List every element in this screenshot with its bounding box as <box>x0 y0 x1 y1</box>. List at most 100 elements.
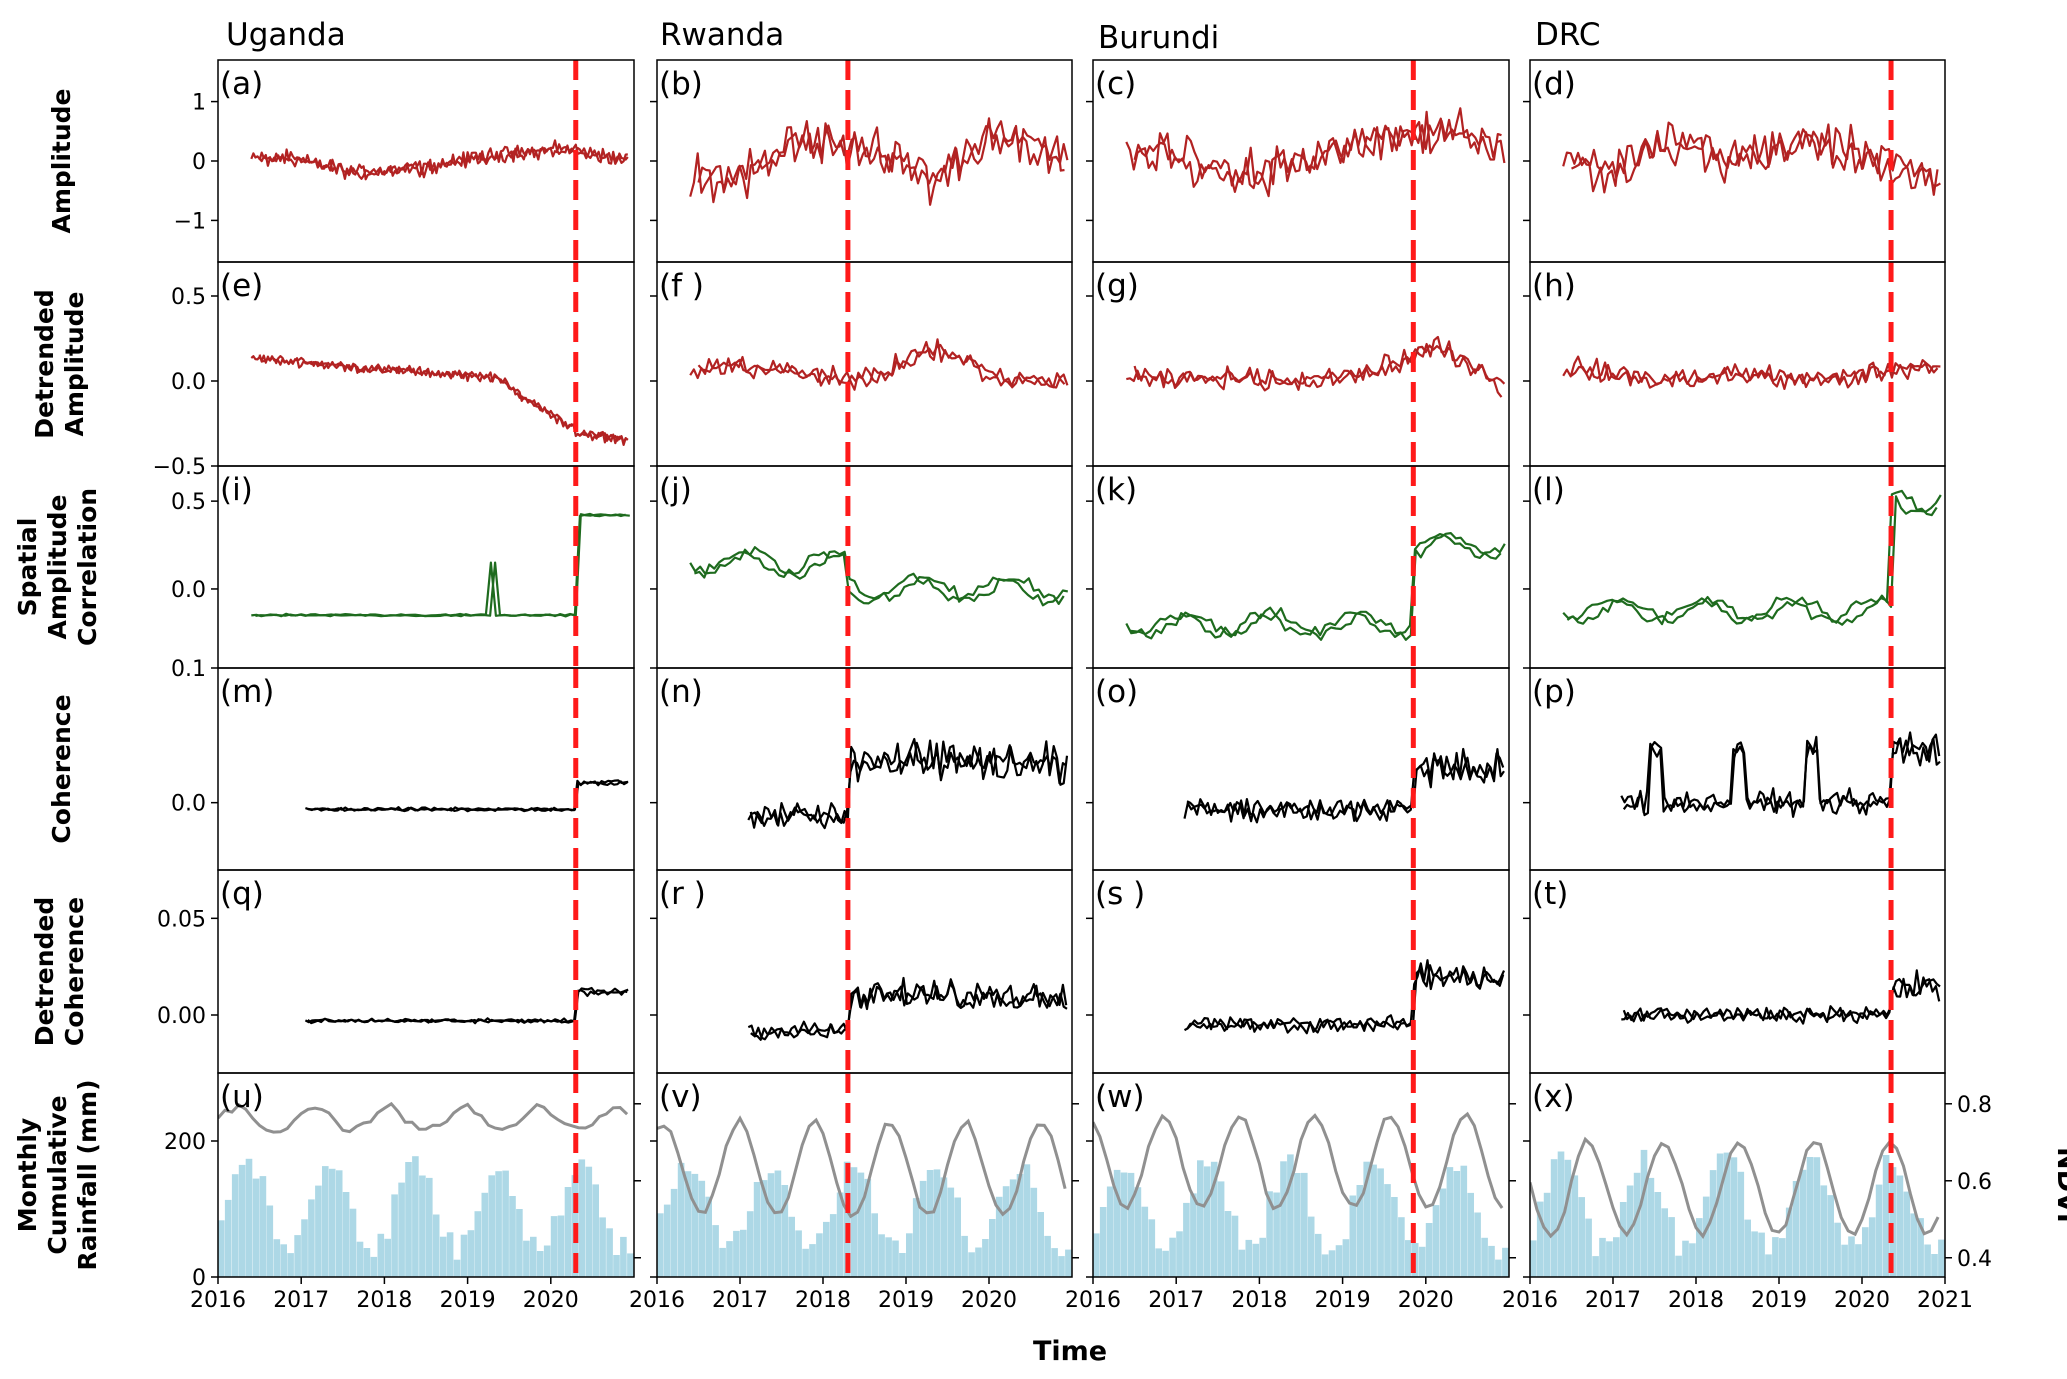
rainfall-bar <box>1716 1153 1724 1277</box>
rainfall-bar <box>218 1220 225 1277</box>
panel-uganda-1: 0.5 0.0 −0.5 (e) <box>153 261 635 480</box>
panel-frame <box>656 59 1073 263</box>
rainfall-bar <box>670 1188 678 1277</box>
rainfall-bar <box>954 1197 961 1277</box>
panel-frame <box>1092 465 1510 669</box>
rainfall-bar <box>995 1196 1003 1277</box>
rainfall-bar <box>1349 1195 1357 1277</box>
rainfall-bar <box>843 1161 851 1277</box>
rainfall-bar <box>620 1236 627 1277</box>
x-tick-label: 2017 <box>1585 1288 1641 1313</box>
rainfall-bar <box>698 1180 706 1277</box>
rainfall-bar <box>1384 1184 1391 1277</box>
rainfall-bar <box>1792 1181 1800 1277</box>
rainfall-bar <box>585 1166 593 1277</box>
panel-burundi-1: (g) <box>1086 261 1510 467</box>
panel-burundi-0: (c) <box>1086 59 1510 263</box>
rainfall-bar <box>1002 1186 1010 1277</box>
rainfall-bar <box>802 1248 809 1277</box>
panel-frame <box>1092 1072 1510 1278</box>
rainfall-bar <box>1578 1197 1585 1277</box>
coherence-series <box>750 976 1068 1041</box>
rainfall-bar <box>1834 1222 1841 1277</box>
rainfall-bar <box>871 1213 878 1277</box>
rainfall-bar <box>1044 1235 1051 1277</box>
rainfall-bar <box>481 1192 489 1277</box>
rainfall-bar <box>1210 1161 1218 1277</box>
plot-area <box>218 1101 634 1277</box>
rainfall-bar <box>1058 1256 1065 1277</box>
plot-area <box>747 737 1069 830</box>
rainfall-bar <box>1391 1197 1398 1277</box>
rainfall-bar <box>1868 1217 1876 1277</box>
panel-label: (r ) <box>659 876 706 912</box>
correlation-series <box>694 551 1068 607</box>
correlation-series <box>1566 494 1942 626</box>
rainfall-bar <box>1647 1177 1655 1277</box>
row-label-line: Coherence <box>60 897 89 1046</box>
rainfall-bar <box>816 1233 823 1277</box>
plot-area <box>250 354 629 446</box>
x-tick-label: 2018 <box>795 1288 851 1313</box>
rainfall-bar <box>1141 1206 1149 1277</box>
rainfall-bar <box>502 1170 509 1277</box>
rainfall-bar <box>599 1217 606 1277</box>
panel-frame <box>656 1072 1073 1278</box>
y-tick-label: 0.1 <box>171 657 206 682</box>
rainfall-bar <box>795 1230 802 1277</box>
rainfall-bar <box>1425 1223 1433 1277</box>
row-label-line: Amplitude <box>60 291 89 436</box>
rainfall-bar <box>245 1158 253 1277</box>
rainfall-bar <box>1737 1171 1745 1277</box>
panel-frame <box>656 667 1073 871</box>
rainfall-bar <box>391 1194 398 1277</box>
amplitude-series <box>1133 107 1502 187</box>
rainfall-bar <box>294 1235 301 1277</box>
rainfall-bar <box>1903 1191 1911 1277</box>
rainfall-bar <box>1827 1195 1834 1277</box>
rainfall-bar <box>1640 1149 1648 1277</box>
rainfall-bar <box>1772 1237 1779 1277</box>
coherence-series <box>1186 964 1505 1035</box>
rainfall-bar <box>1252 1243 1260 1277</box>
rainfall-bar <box>536 1251 544 1277</box>
rainfall-bar <box>1488 1245 1495 1277</box>
amplitude-series <box>697 338 1066 389</box>
rainfall-bar <box>1896 1175 1904 1277</box>
rainfall-bar <box>224 1199 232 1277</box>
panel-rwanda-4: (r ) <box>650 869 1073 1074</box>
rainfall-bar <box>864 1178 872 1277</box>
rainfall-bar <box>1889 1167 1897 1277</box>
panel-drc-2: (l) <box>1523 465 1946 669</box>
rainfall-bar <box>788 1216 795 1277</box>
ndvi-series <box>1093 1111 1504 1211</box>
panel-frame <box>217 869 635 1074</box>
rainfall-bar <box>1245 1239 1253 1277</box>
panel-label: (q) <box>220 876 264 912</box>
rainfall-bar <box>627 1253 634 1277</box>
rainfall-bar <box>578 1159 586 1277</box>
panel-frame <box>1092 869 1510 1074</box>
plot-area <box>1093 1111 1509 1277</box>
rainfall-bar <box>315 1185 322 1277</box>
panel-drc-3: (p) <box>1523 667 1946 871</box>
x-tick-label: 2018 <box>356 1288 412 1313</box>
correlation-series <box>1130 533 1506 639</box>
panel-label: (x) <box>1532 1079 1575 1115</box>
panel-label: (w) <box>1095 1079 1145 1115</box>
rainfall-bar <box>335 1170 343 1277</box>
rainfall-bar <box>1689 1243 1696 1277</box>
coherence-series <box>749 739 1067 829</box>
panel-drc-0: (d) <box>1523 59 1946 263</box>
rainfall-bar <box>1924 1244 1931 1277</box>
x-tick-label: 2019 <box>1315 1288 1371 1313</box>
rainfall-bar <box>1294 1173 1301 1277</box>
x-tick-label: 2017 <box>712 1288 768 1313</box>
rainfall-bar <box>543 1245 551 1277</box>
panel-label: (d) <box>1532 66 1576 102</box>
column-title-rwanda: Rwanda <box>660 17 784 53</box>
rainfall-bar <box>266 1205 274 1277</box>
rainfall-bar <box>1806 1157 1814 1277</box>
correlation-series <box>689 546 1065 605</box>
rainfall-bar <box>1495 1259 1502 1277</box>
